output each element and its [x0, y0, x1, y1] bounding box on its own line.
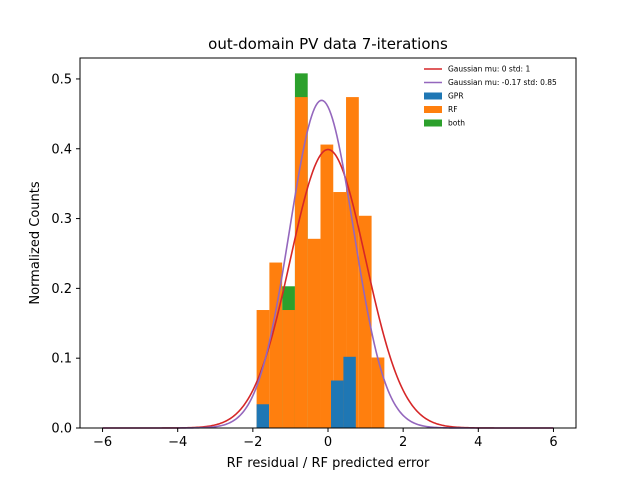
bar-rf — [346, 97, 359, 429]
y-tick-label: 0.0 — [51, 422, 72, 437]
bar-rf — [269, 262, 283, 428]
bars-layer — [256, 73, 385, 429]
x-tick-label: 0 — [324, 435, 332, 450]
x-tick-label: 4 — [474, 435, 482, 450]
legend-patch-swatch — [424, 119, 442, 127]
bar-rf — [371, 357, 385, 428]
x-tick-label: −2 — [243, 435, 262, 450]
y-tick-label: 0.4 — [51, 142, 72, 157]
legend: Gaussian mu: 0 std: 1 Gaussian mu: -0.17 … — [424, 65, 557, 128]
y-tick-label: 0.2 — [51, 282, 72, 297]
legend-label: both — [448, 119, 465, 128]
legend-label: Gaussian mu: -0.17 std: 0.85 — [448, 78, 557, 87]
bar-rf — [333, 192, 347, 428]
bar-gpr — [256, 404, 270, 428]
legend-item: GPR — [424, 92, 464, 101]
bar-rf — [294, 97, 308, 429]
y-tick-label: 0.5 — [51, 72, 72, 87]
legend-label: RF — [448, 105, 458, 114]
legend-item: Gaussian mu: -0.17 std: 0.85 — [424, 78, 557, 87]
x-tick-label: −4 — [168, 435, 187, 450]
bar-rf — [307, 238, 321, 428]
bar-gpr — [343, 356, 356, 428]
bar-rf — [320, 144, 334, 428]
bars-gpr — [256, 356, 356, 428]
plot-area: −6 −4 −2 0 2 4 6 0.0 0.1 0.2 0.3 0.4 0.5 — [51, 57, 577, 450]
x-tick-label: −6 — [93, 435, 112, 450]
x-tick-label: 2 — [399, 435, 407, 450]
legend-patch-swatch — [424, 106, 442, 113]
chart-title: out-domain PV data 7-iterations — [208, 35, 448, 53]
x-axis-label: RF residual / RF predicted error — [227, 456, 430, 471]
y-axis: 0.0 0.1 0.2 0.3 0.4 0.5 — [51, 72, 80, 437]
x-axis: −6 −4 −2 0 2 4 6 — [93, 428, 558, 450]
legend-item: RF — [424, 105, 458, 114]
x-tick-label: 6 — [549, 435, 557, 450]
legend-label: GPR — [448, 92, 464, 101]
legend-item: both — [424, 119, 465, 128]
y-tick-label: 0.3 — [51, 212, 72, 227]
bars-rf — [256, 97, 385, 429]
y-tick-label: 0.1 — [51, 352, 72, 367]
legend-label: Gaussian mu: 0 std: 1 — [448, 65, 530, 74]
legend-patch-swatch — [424, 92, 442, 100]
bar-rf — [282, 310, 295, 428]
y-axis-label: Normalized Counts — [28, 181, 43, 304]
bar-gpr — [331, 380, 344, 428]
legend-item: Gaussian mu: 0 std: 1 — [424, 65, 530, 74]
